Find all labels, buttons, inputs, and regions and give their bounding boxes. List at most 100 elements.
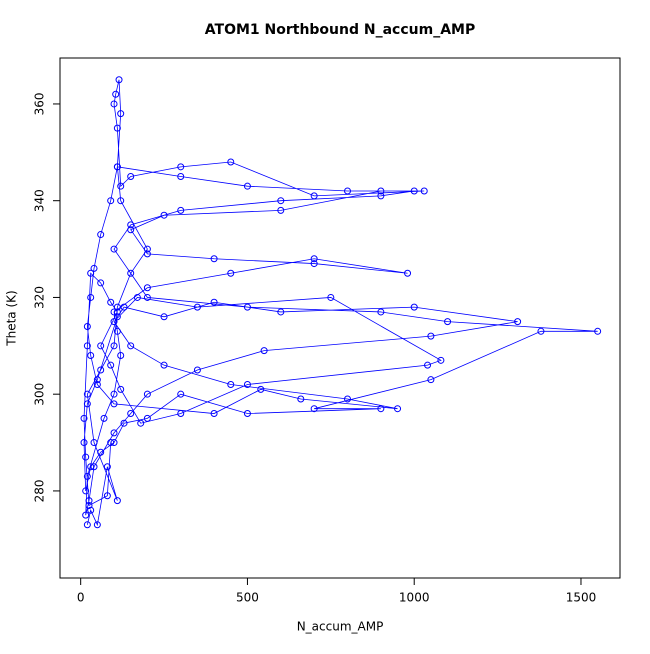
data-point <box>594 327 602 335</box>
y-tick-label: 360 <box>33 93 47 116</box>
data-point <box>514 318 522 326</box>
data-point <box>227 381 235 389</box>
data-point <box>127 410 135 418</box>
data-point <box>257 385 265 393</box>
data-point <box>93 521 101 529</box>
data-point <box>113 497 121 505</box>
data-point <box>110 308 118 316</box>
x-tick-label: 1000 <box>399 591 430 605</box>
data-point <box>177 410 185 418</box>
data-point <box>107 298 115 306</box>
data-point <box>177 206 185 214</box>
data-point <box>107 361 115 369</box>
data-point <box>83 342 91 350</box>
data-point <box>127 269 135 277</box>
data-point <box>137 419 145 427</box>
data-point <box>177 173 185 181</box>
data-point <box>117 110 125 118</box>
data-point <box>160 211 168 219</box>
data-point <box>87 506 95 514</box>
data-point <box>87 269 95 277</box>
data-point <box>297 395 305 403</box>
data-point <box>110 245 118 253</box>
data-point <box>82 453 90 461</box>
data-point <box>113 124 121 132</box>
data-point <box>143 414 151 422</box>
data-point <box>97 279 105 287</box>
data-point <box>377 308 385 316</box>
data-point <box>120 303 128 311</box>
chart-title: ATOM1 Northbound N_accum_AMP <box>205 22 475 38</box>
data-point <box>404 269 412 277</box>
data-point <box>110 400 118 408</box>
data-point <box>83 390 91 398</box>
data-point <box>103 463 111 471</box>
data-point <box>377 192 385 200</box>
data-point <box>93 376 101 384</box>
data-point <box>410 187 418 195</box>
data-point <box>103 492 111 500</box>
data-point <box>90 264 98 272</box>
data-point <box>377 187 385 195</box>
data-point <box>90 439 98 447</box>
y-tick-label: 280 <box>33 479 47 502</box>
data-point <box>424 361 432 369</box>
data-point <box>127 342 135 350</box>
data-point <box>82 511 90 519</box>
data-point <box>160 361 168 369</box>
data-point <box>107 197 115 205</box>
data-point <box>394 405 402 413</box>
data-point <box>83 472 91 480</box>
data-point <box>243 303 251 311</box>
data-point <box>117 351 125 359</box>
data-point <box>310 255 318 263</box>
data-point <box>97 342 105 350</box>
data-point <box>97 231 105 239</box>
x-tick-label: 1500 <box>566 591 597 605</box>
data-point <box>82 487 90 495</box>
data-point <box>120 419 128 427</box>
data-point <box>243 410 251 418</box>
data-point <box>117 197 125 205</box>
data-point <box>210 410 218 418</box>
data-point <box>437 356 445 364</box>
data-point <box>83 322 91 330</box>
data-point <box>113 303 121 311</box>
data-point <box>117 385 125 393</box>
data-point <box>143 390 151 398</box>
data-point <box>110 429 118 437</box>
data-point <box>110 390 118 398</box>
data-point <box>210 298 218 306</box>
data-point <box>243 381 251 389</box>
data-point <box>113 308 121 316</box>
data-point <box>143 284 151 292</box>
data-point <box>115 76 123 84</box>
data-point <box>143 250 151 258</box>
data-point <box>127 226 135 234</box>
x-axis-label: N_accum_AMP <box>297 620 384 634</box>
data-point <box>110 100 118 108</box>
x-tick-label: 500 <box>236 591 259 605</box>
data-point <box>377 405 385 413</box>
data-point <box>107 439 115 447</box>
data-point <box>127 221 135 229</box>
data-point <box>85 497 93 505</box>
data-point <box>143 245 151 253</box>
data-point <box>277 197 285 205</box>
data-point <box>310 192 318 200</box>
data-point <box>113 163 121 171</box>
data-point <box>210 255 218 263</box>
data-point <box>90 463 98 471</box>
data-line <box>83 79 598 527</box>
data-point <box>117 182 125 190</box>
data-point <box>97 366 105 374</box>
data-point <box>113 327 121 335</box>
data-point <box>110 439 118 447</box>
data-point <box>85 501 93 509</box>
data-point <box>87 351 95 359</box>
data-point <box>100 414 108 422</box>
data-point <box>537 327 545 335</box>
data-point <box>127 173 135 181</box>
data-point <box>110 342 118 350</box>
